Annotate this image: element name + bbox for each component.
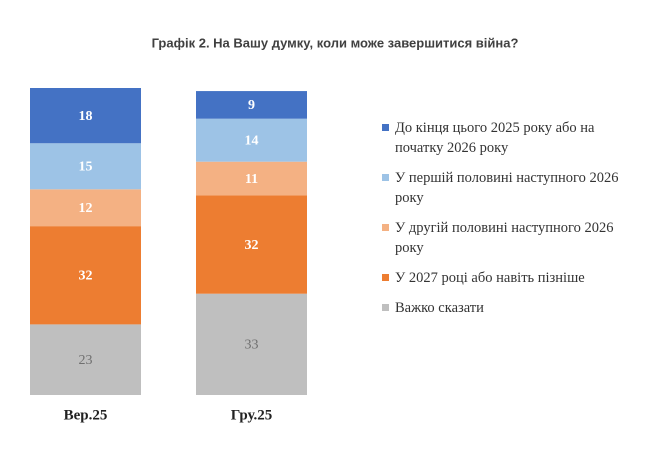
legend-item: У другій половині наступного 2026 року [382, 218, 632, 258]
value-label: 23 [79, 353, 93, 368]
legend-label: У 2027 році або навіть пізніше [395, 270, 585, 286]
x-tick-label: Гру.25 [231, 407, 273, 423]
bar-segment [196, 91, 307, 119]
bar-segment [30, 189, 141, 227]
value-label: 32 [79, 268, 93, 283]
bar-segment [30, 226, 141, 325]
bar-segment [196, 161, 307, 196]
legend-label: До кінця цього 2025 року або на початку … [395, 120, 595, 156]
legend-item: Важко сказати [382, 298, 632, 318]
bar-segment [196, 293, 307, 395]
value-label: 33 [245, 338, 259, 353]
legend-item: До кінця цього 2025 року або на початку … [382, 118, 632, 158]
value-label: 15 [79, 160, 93, 175]
legend-swatch [382, 224, 389, 231]
legend-swatch [382, 304, 389, 311]
bar-segment [30, 324, 141, 395]
value-label: 9 [248, 98, 255, 113]
bar-segment [30, 88, 141, 144]
legend-swatch [382, 274, 389, 281]
legend-label: У першій половині наступного 2026 року [395, 170, 619, 206]
legend-swatch [382, 174, 389, 181]
bar-segment [196, 118, 307, 162]
value-label: 32 [245, 238, 259, 253]
value-label: 18 [79, 109, 93, 124]
legend-item: У першій половині наступного 2026 року [382, 168, 632, 208]
legend-label: У другій половині наступного 2026 року [395, 220, 614, 256]
legend-item: У 2027 році або навіть пізніше [382, 268, 632, 288]
bar-segment [30, 143, 141, 190]
legend-label: Важко сказати [395, 300, 484, 316]
chart-title: Графік 2. На Вашу думку, коли може завер… [152, 35, 519, 50]
legend: До кінця цього 2025 року або на початку … [382, 118, 632, 328]
value-label: 12 [79, 201, 93, 216]
value-label: 11 [245, 172, 258, 187]
x-tick-label: Вер.25 [64, 407, 108, 423]
value-label: 14 [245, 133, 259, 148]
legend-swatch [382, 124, 389, 131]
bar-segment [196, 195, 307, 294]
